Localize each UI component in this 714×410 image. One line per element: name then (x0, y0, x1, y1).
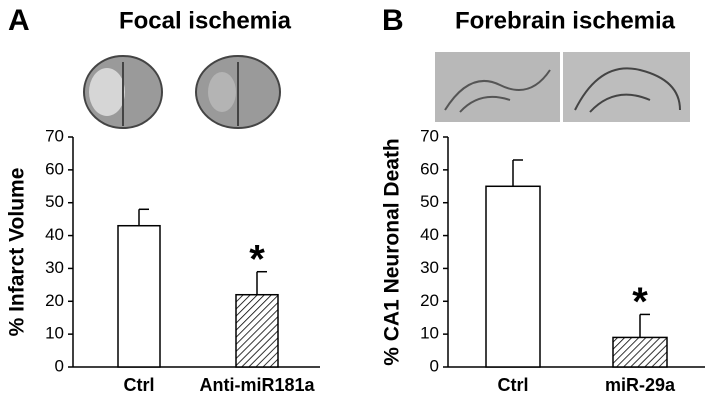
x-tick-label: miR-29a (605, 375, 676, 395)
significance-marker: * (632, 280, 648, 324)
hippocampus-images (435, 52, 690, 122)
y-tick-label: 40 (45, 225, 64, 244)
y-tick-label: 70 (420, 126, 439, 145)
y-tick-label: 50 (45, 192, 64, 211)
y-tick-label: 60 (420, 159, 439, 178)
y-tick-label: 10 (420, 324, 439, 343)
bar (117, 224, 161, 368)
y-tick-label: 0 (430, 356, 439, 375)
x-tick-label: Ctrl (124, 375, 155, 395)
y-tick-label: 70 (45, 126, 64, 145)
y-tick-label: 20 (45, 291, 64, 310)
panel-letter: B (382, 4, 404, 37)
y-tick-label: 0 (55, 356, 64, 375)
chart-title: Focal ischemia (119, 7, 292, 34)
y-tick-label: 40 (420, 225, 439, 244)
y-tick-label: 20 (420, 291, 439, 310)
bar (612, 336, 668, 368)
panel-letter: A (8, 4, 30, 37)
x-tick-label: Ctrl (498, 375, 529, 395)
x-tick-label: Anti-miR181a (199, 375, 315, 395)
bar (485, 185, 541, 368)
y-tick-label: 60 (45, 159, 64, 178)
chart-title: Forebrain ischemia (455, 7, 676, 34)
y-tick-label: 10 (45, 324, 64, 343)
brain-images (83, 55, 281, 129)
significance-marker: * (249, 237, 265, 281)
y-tick-label: 30 (45, 258, 64, 277)
y-tick-label: 50 (420, 192, 439, 211)
y-axis-label: % Infarct Volume (6, 168, 29, 337)
y-axis-label: % CA1 Neuronal Death (381, 138, 404, 366)
bar (235, 293, 279, 368)
y-tick-label: 30 (420, 258, 439, 277)
